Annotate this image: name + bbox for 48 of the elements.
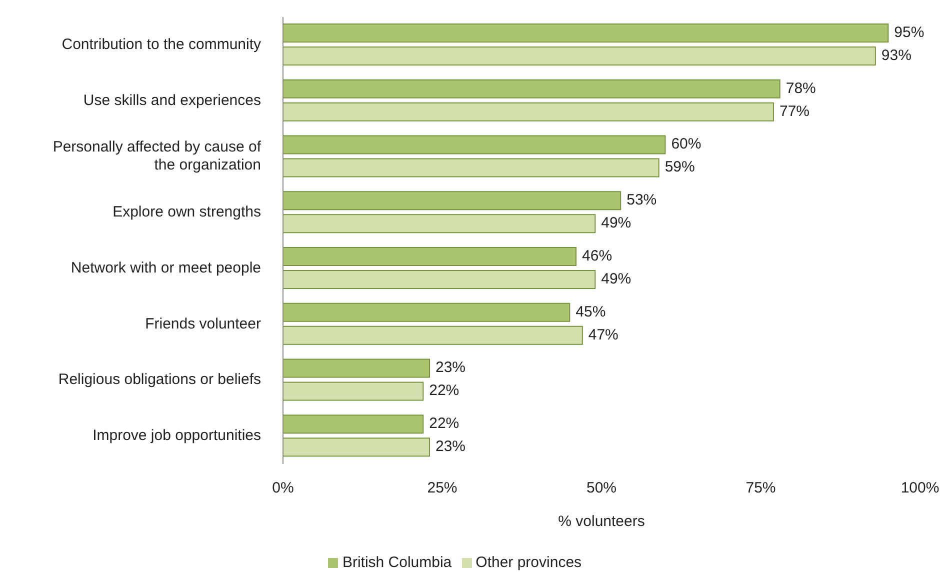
x-axis-title: % volunteers xyxy=(558,513,645,530)
data-label: 78% xyxy=(786,80,816,97)
bar xyxy=(283,270,596,289)
bar xyxy=(283,414,424,434)
data-label: 45% xyxy=(576,303,606,320)
x-tick-label: 75% xyxy=(746,480,776,497)
data-label: 22% xyxy=(429,415,460,432)
data-label: 93% xyxy=(881,46,912,64)
bar xyxy=(283,358,430,378)
y-tick-label: Friends volunteer xyxy=(145,315,261,332)
y-tick-label: Personally affected by cause of the organization xyxy=(52,138,262,174)
x-tick-label: 50% xyxy=(586,480,617,497)
bar xyxy=(283,79,780,98)
data-label: 23% xyxy=(436,438,466,456)
bar xyxy=(283,46,876,66)
data-label: 53% xyxy=(626,192,657,209)
bar xyxy=(283,326,583,345)
legend-label: Other provinces xyxy=(476,554,582,571)
data-label: 23% xyxy=(436,359,466,376)
data-label: 95% xyxy=(894,24,924,41)
y-tick-label: Network with or meet people xyxy=(70,259,261,276)
bar xyxy=(283,302,570,322)
bar xyxy=(283,158,660,178)
data-label: 59% xyxy=(664,158,695,176)
data-label: 46% xyxy=(582,247,612,264)
data-label: 22% xyxy=(429,382,460,400)
bar xyxy=(283,382,424,401)
y-tick-label: Religious obligations or beliefs xyxy=(58,371,261,388)
data-label: 60% xyxy=(671,136,702,153)
data-label: 49% xyxy=(601,270,632,288)
y-tick-label: Contribution to the community xyxy=(62,36,262,53)
y-tick-label: Explore own strengths xyxy=(112,204,261,221)
bar xyxy=(283,247,577,266)
data-label: 77% xyxy=(779,102,810,120)
data-label: 49% xyxy=(601,214,632,232)
bar xyxy=(283,214,596,234)
x-tick-label: 0% xyxy=(272,480,294,497)
y-tick-label: Improve job opportunities xyxy=(92,427,261,444)
y-tick-label: Use skills and experiences xyxy=(83,92,261,109)
bar xyxy=(283,191,622,210)
legend-label: British Columbia xyxy=(342,554,452,571)
bar xyxy=(283,438,430,457)
bar xyxy=(283,24,889,42)
x-tick-label: 25% xyxy=(427,480,458,497)
data-label: 47% xyxy=(588,326,618,344)
bar xyxy=(283,102,774,122)
bar xyxy=(283,135,666,154)
x-tick-label: 100% xyxy=(900,480,940,497)
